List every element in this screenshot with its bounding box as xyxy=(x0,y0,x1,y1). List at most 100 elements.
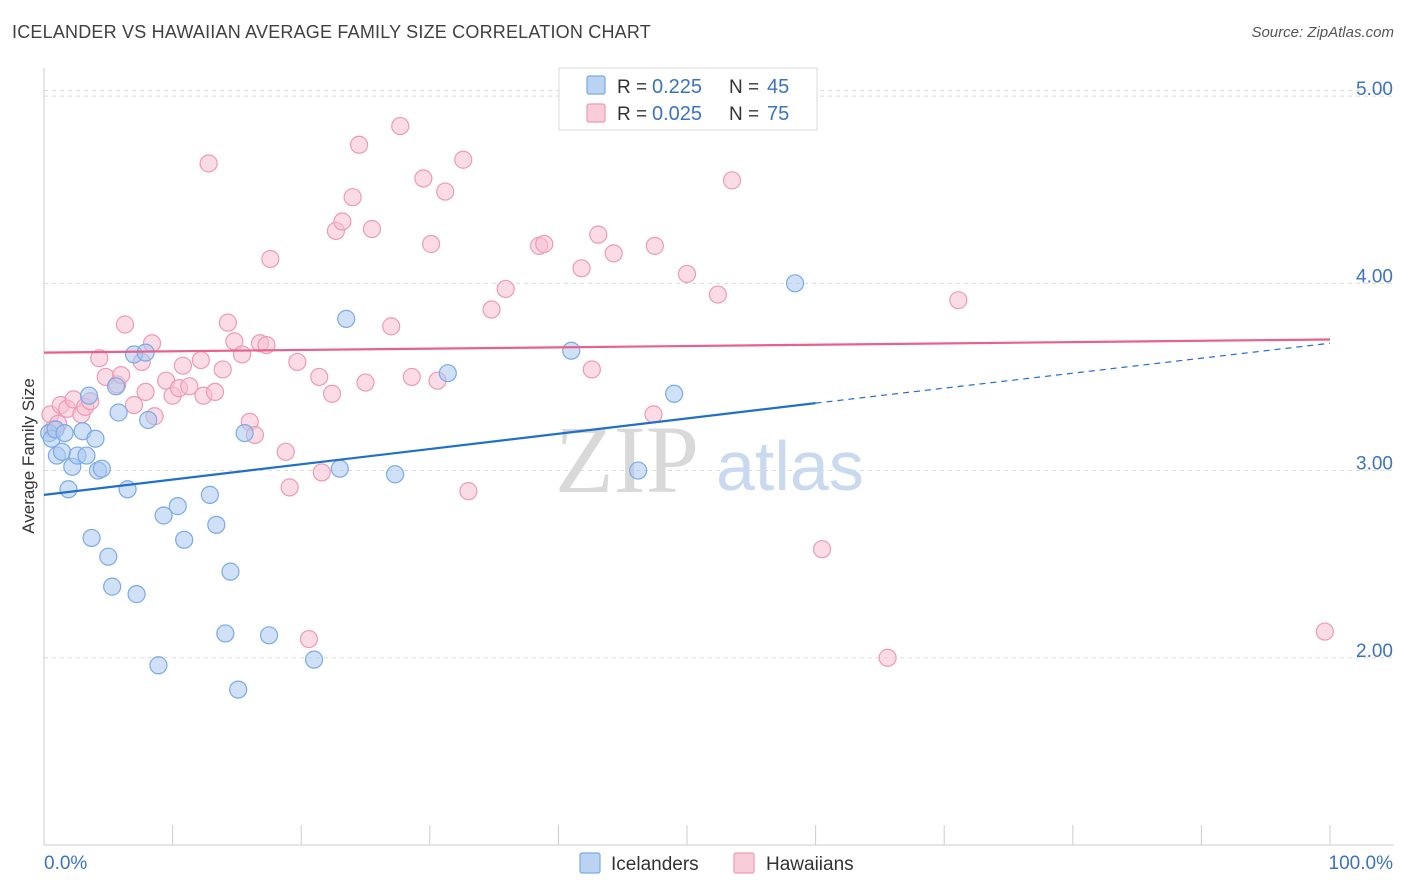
icelanders-point-35 xyxy=(259,626,279,645)
icelanders-point-17 xyxy=(103,577,122,596)
hawaiians-point-46 xyxy=(343,188,362,207)
y-tick-label-0: 2.00 xyxy=(1356,641,1393,662)
legend-n-value-1: 45 xyxy=(767,76,789,98)
y-axis-title: Average Family Size xyxy=(19,378,38,534)
icelanders-point-15 xyxy=(92,459,111,478)
icelanders-point-22 xyxy=(127,585,146,604)
legend-r-label-1: R = xyxy=(617,77,647,98)
hawaiians-point-64 xyxy=(582,360,601,379)
legend-n-label-2: N = xyxy=(729,104,759,125)
icelanders-point-5 xyxy=(55,423,74,443)
hawaiians-point-65 xyxy=(589,225,608,244)
icelanders-point-24 xyxy=(139,410,158,430)
hawaiians-point-70 xyxy=(708,285,727,304)
hawaiians-point-53 xyxy=(414,169,433,188)
icelanders-point-42 xyxy=(629,461,648,480)
icelanders-point-37 xyxy=(330,459,349,478)
hawaiians-point-69 xyxy=(677,264,697,284)
legend-swatch-hawaiians xyxy=(733,852,755,874)
hawaiians-point-74 xyxy=(949,291,968,310)
axes xyxy=(43,68,1394,846)
hawaiians-point-45 xyxy=(333,212,352,231)
hawaiians-point-28 xyxy=(213,360,232,379)
hawaiians-point-24 xyxy=(191,350,210,370)
icelanders-point-6 xyxy=(59,480,78,499)
hawaiians-point-23 xyxy=(180,377,199,396)
legend-stats-swatch-hawaiians xyxy=(586,103,606,123)
hawaiians-point-50 xyxy=(382,317,401,336)
watermark-atlas: atlas xyxy=(716,427,864,505)
icelanders-point-44 xyxy=(785,274,805,293)
hawaiians-point-49 xyxy=(362,219,382,239)
hawaiians-point-47 xyxy=(349,135,369,154)
legend-label-hawaiians: Hawaiians xyxy=(766,854,854,875)
hawaiians-point-58 xyxy=(459,482,478,501)
chart-title: ICELANDER VS HAWAIIAN AVERAGE FAMILY SIZ… xyxy=(12,22,651,42)
icelanders-point-11 xyxy=(79,386,99,405)
hawaiians-point-51 xyxy=(391,116,410,136)
hawaiians-point-63 xyxy=(572,259,591,278)
y-tick-label-1: 3.00 xyxy=(1356,454,1393,475)
hawaiians-point-9 xyxy=(90,349,109,368)
legend-n-value-2: 75 xyxy=(767,103,789,125)
hawaiians-point-29 xyxy=(218,313,237,332)
trend-icelanders xyxy=(43,402,816,496)
legend-label-icelanders: Icelanders xyxy=(611,854,699,875)
legend-series: Icelanders Hawaiians xyxy=(579,852,854,875)
hawaiians-point-54 xyxy=(421,234,441,254)
hawaiians-point-68 xyxy=(645,236,664,255)
legend-n-label-1: N = xyxy=(729,77,759,98)
hawaiians-point-59 xyxy=(482,300,501,319)
icelanders-point-43 xyxy=(665,384,684,403)
icelanders-point-28 xyxy=(175,530,194,549)
icelanders-point-19 xyxy=(109,403,128,422)
icelanders-point-38 xyxy=(337,309,356,328)
hawaiians-point-48 xyxy=(356,373,375,392)
hawaiians-point-60 xyxy=(496,279,515,299)
legend-r-label-2: R = xyxy=(617,104,647,125)
hawaiians-point-40 xyxy=(299,629,319,649)
hawaiians-point-14 xyxy=(124,395,144,415)
hawaiians-point-22 xyxy=(173,356,192,375)
hawaiians-point-73 xyxy=(878,648,897,667)
gridlines xyxy=(44,89,1394,659)
hawaiians-point-26 xyxy=(199,154,218,173)
icelanders-point-18 xyxy=(106,377,126,396)
icelanders-point-4 xyxy=(52,442,72,461)
series-hawaiians xyxy=(41,116,1334,667)
icelanders-point-12 xyxy=(82,528,101,548)
hawaiians-point-42 xyxy=(312,463,331,482)
icelanders-point-34 xyxy=(235,423,254,443)
hawaiians-point-36 xyxy=(261,249,280,269)
hawaiians-point-75 xyxy=(1315,622,1334,641)
hawaiians-point-41 xyxy=(310,367,329,387)
hawaiians-point-57 xyxy=(454,150,473,169)
hawaiians-point-67 xyxy=(644,405,663,424)
hawaiians-point-56 xyxy=(436,182,455,201)
hawaiians-point-66 xyxy=(604,244,623,263)
legend-r-value-1: 0.225 xyxy=(652,76,702,98)
icelanders-point-30 xyxy=(207,515,226,534)
trend-icelanders-extension xyxy=(815,342,1331,404)
trend-hawaiians xyxy=(43,338,1331,354)
y-tick-labels: 2.00 3.00 4.00 5.00 xyxy=(1356,79,1393,662)
hawaiians-point-62 xyxy=(535,234,554,254)
y-tick-label-3: 5.00 xyxy=(1356,79,1393,100)
hawaiians-point-71 xyxy=(722,171,742,190)
icelanders-point-36 xyxy=(304,650,324,669)
icelanders-point-29 xyxy=(200,485,219,504)
trend-lines xyxy=(43,338,1331,496)
icelanders-point-16 xyxy=(99,547,118,566)
icelanders-point-39 xyxy=(385,465,405,484)
hawaiians-point-38 xyxy=(280,478,299,497)
icelanders-point-31 xyxy=(216,624,235,643)
x-tick-label-right: 100.0% xyxy=(1329,853,1394,874)
icelanders-point-41 xyxy=(562,341,581,360)
hawaiians-point-43 xyxy=(322,384,342,403)
source-label: Source: ZipAtlas.com xyxy=(1251,24,1394,41)
icelanders-point-33 xyxy=(229,680,248,699)
hawaiians-point-39 xyxy=(288,352,307,372)
series-points xyxy=(40,116,1334,699)
hawaiians-point-27 xyxy=(205,382,225,402)
